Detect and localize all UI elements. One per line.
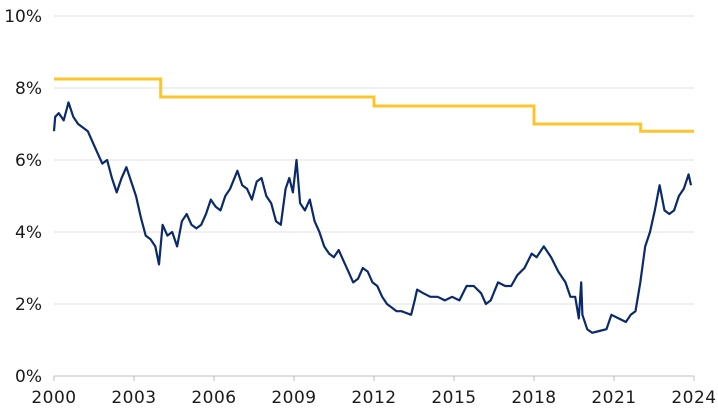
- target-step-line: [54, 77, 694, 133]
- x-tick-label: 2021: [591, 388, 636, 408]
- x-axis-labels: 2000 2003 2006 2009 2012 2015 2018 2021 2024: [31, 388, 716, 408]
- gridlines: [54, 15, 694, 305]
- y-tick-label: 2%: [15, 295, 42, 315]
- x-tick-label: 2000: [31, 388, 76, 408]
- x-axis: [53, 375, 695, 381]
- y-tick-label: 6%: [15, 151, 42, 171]
- x-tick-label: 2024: [671, 388, 716, 408]
- y-tick-label: 0%: [15, 367, 42, 387]
- x-tick-label: 2015: [431, 388, 476, 408]
- yield-line: [52, 101, 693, 334]
- y-tick-label: 8%: [15, 79, 42, 99]
- x-tick-label: 2018: [511, 388, 556, 408]
- y-tick-label: 4%: [15, 223, 42, 243]
- x-tick-label: 2006: [191, 388, 236, 408]
- x-tick-label: 2012: [351, 388, 396, 408]
- y-axis-labels: 0% 2% 4% 6% 8% 10%: [4, 7, 42, 387]
- y-tick-label: 10%: [4, 7, 42, 27]
- x-tick-label: 2009: [271, 388, 316, 408]
- x-tick-label: 2003: [111, 388, 156, 408]
